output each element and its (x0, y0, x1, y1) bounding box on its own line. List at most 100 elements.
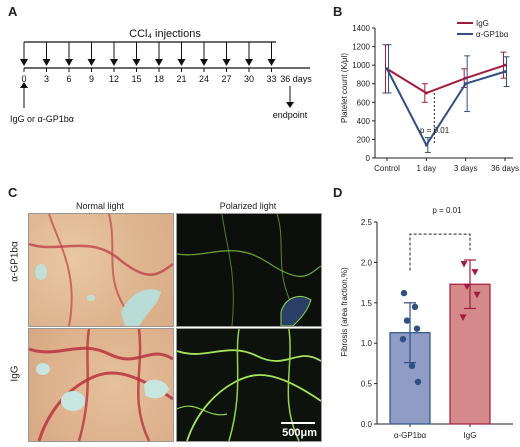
y-tick-label: 600 (357, 98, 371, 107)
individual-point (463, 283, 471, 291)
chart-b-ylabel: Platelet count (K/μl) (340, 53, 349, 123)
legend-label: IgG (476, 19, 489, 28)
individual-point (408, 362, 416, 370)
series-line (386, 68, 506, 147)
y-tick-label: 1200 (352, 43, 370, 52)
data-point (424, 143, 428, 147)
scale-bar-label: 500μm (282, 427, 317, 439)
vessel (87, 295, 95, 301)
x-tick-label: 36 days (491, 164, 519, 173)
y-tick-label: 2.5 (361, 218, 373, 227)
panel-label-b: B (333, 4, 343, 19)
injection-arrowhead (132, 59, 141, 66)
treatment-label: IgG or α-GP1bα (10, 114, 74, 124)
chart-b-annotation: p = 0.01 (420, 126, 450, 135)
panel-label-d: D (333, 185, 343, 200)
timeline-day-label: 15 (131, 74, 141, 84)
collagen-fiber (287, 329, 300, 441)
micrograph-normal-igg (28, 328, 174, 442)
injection-arrowhead (20, 59, 28, 66)
chart-d-ylabel: Fibrosis (area fraction,%) (340, 267, 349, 357)
septa-strand (77, 329, 91, 441)
x-tick-label: IgG (464, 431, 477, 440)
y-tick-label: 200 (357, 135, 371, 144)
individual-point (399, 335, 407, 343)
injection-arrowhead (87, 59, 96, 66)
timeline-day-label: 21 (176, 74, 186, 84)
endpoint-arrowhead (286, 102, 294, 108)
timeline-day-label: 6 (66, 74, 71, 84)
collagen-fiber (228, 329, 240, 441)
timeline-day-label: 18 (154, 74, 164, 84)
timeline-day-label: 9 (89, 74, 94, 84)
series-line (386, 64, 506, 95)
y-tick-label: 2.0 (361, 258, 373, 267)
y-tick-label: 400 (357, 117, 371, 126)
injection-arrowhead (110, 59, 118, 66)
injection-arrowhead (155, 59, 163, 66)
panel-label-c: C (8, 185, 18, 200)
data-point (503, 70, 507, 74)
injection-arrowhead (222, 59, 231, 66)
micrograph-normal-agp (28, 213, 174, 327)
collagen-fiber (177, 405, 228, 416)
scale-bar-line (281, 422, 315, 424)
y-tick-label: 1.0 (361, 339, 373, 348)
y-tick-label: 1400 (352, 24, 370, 33)
injection-timeline: CCl₄ injections 0 3 6 9 12 15 18 21 24 27 30 33 36 … (10, 28, 312, 124)
injection-arrowhead (42, 59, 51, 66)
septa-strand (48, 214, 73, 326)
vessel (280, 296, 312, 326)
individual-point (473, 291, 481, 299)
chart-d-annotation: p = 0.01 (432, 206, 462, 215)
vessel (144, 379, 169, 399)
treatment-arrowhead (20, 82, 28, 88)
individual-point (471, 269, 479, 276)
data-point (503, 63, 507, 67)
timeline-day-label: 27 (221, 74, 231, 84)
collagen-fiber (177, 250, 321, 278)
data-point (464, 76, 468, 80)
vessel (61, 391, 85, 411)
septa-strand (29, 346, 173, 361)
vessel (36, 363, 50, 375)
individual-point (411, 303, 419, 311)
injection-arrowhead (177, 59, 186, 66)
significance-bracket (409, 233, 471, 271)
septa-strand (137, 329, 151, 441)
y-tick-label: 0.0 (361, 420, 373, 429)
timeline-day-label: 30 (244, 74, 254, 84)
individual-point (459, 314, 467, 321)
septa-strand (29, 242, 173, 276)
individual-point (460, 261, 468, 268)
timeline-title: CCl₄ injections (129, 28, 201, 40)
injection-arrowhead (65, 59, 73, 66)
collagen-fiber (177, 349, 321, 362)
row-label-igg: IgG (9, 365, 21, 382)
individual-point (400, 289, 408, 297)
panel-label-a: A (8, 4, 18, 19)
data-point (464, 82, 468, 86)
micrograph-polarized-agp (176, 213, 322, 327)
collagen-fiber (221, 214, 234, 326)
y-tick-label: 1.5 (361, 299, 373, 308)
individual-point (403, 317, 411, 324)
legend-label: α-GP1bα (476, 30, 509, 39)
vessel (35, 264, 47, 280)
polarized-light-header: Polarized light (219, 201, 277, 211)
x-tick-label: α-GP1bα (394, 431, 427, 440)
data-point (385, 67, 389, 71)
injection-arrowhead (200, 59, 208, 66)
timeline-day-label: 3 (44, 74, 49, 84)
injection-arrowhead (245, 59, 253, 66)
timeline-day-label: 33 (266, 74, 276, 84)
endpoint-label: endpoint (273, 110, 308, 120)
normal-light-header: Normal light (75, 201, 124, 211)
vessel (121, 289, 161, 326)
y-tick-label: 0 (366, 154, 371, 163)
timeline-day-label: 12 (109, 74, 119, 84)
fibrosis-chart: Fibrosis (area fraction,%) 0.0 0.5 1.0 1.5 2… (340, 206, 513, 440)
individual-point (413, 325, 421, 332)
data-point (424, 91, 428, 95)
micrograph-polarized-igg: 500μm (176, 328, 322, 442)
